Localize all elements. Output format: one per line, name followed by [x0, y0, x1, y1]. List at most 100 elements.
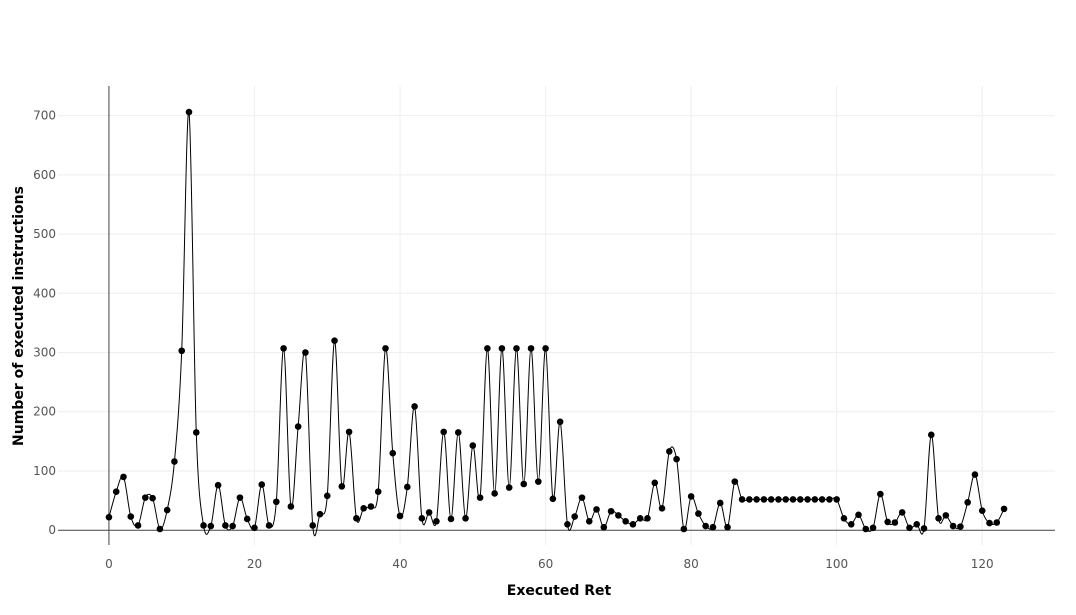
- data-point: [287, 503, 295, 510]
- data-point: [796, 496, 804, 503]
- data-point: [309, 522, 317, 529]
- y-tick-label: 600: [33, 168, 56, 182]
- data-point: [192, 429, 200, 436]
- data-point: [585, 518, 593, 525]
- y-tick-label: 100: [33, 464, 56, 478]
- data-point: [869, 524, 877, 532]
- data-point: [484, 345, 491, 352]
- data-point: [323, 492, 331, 500]
- data-point: [476, 494, 484, 501]
- data-point: [578, 494, 586, 501]
- data-point: [629, 520, 637, 528]
- data-point: [687, 493, 695, 500]
- data-point: [382, 345, 389, 352]
- data-point: [833, 496, 840, 503]
- data-point: [469, 442, 477, 449]
- data-point: [222, 522, 229, 529]
- data-point: [127, 513, 135, 520]
- data-point: [753, 496, 760, 503]
- data-point: [243, 515, 251, 523]
- data-point: [840, 515, 848, 522]
- data-point: [331, 337, 338, 344]
- data-point: [112, 488, 120, 495]
- x-tick-label: 40: [392, 557, 407, 571]
- x-tick-label: 60: [538, 557, 553, 571]
- data-point: [913, 520, 921, 528]
- data-point: [302, 349, 309, 356]
- data-point: [862, 525, 870, 533]
- data-point: [440, 428, 448, 436]
- data-point: [513, 345, 520, 352]
- x-tick-label: 20: [247, 557, 262, 571]
- data-point: [1000, 505, 1008, 513]
- data-point: [294, 423, 302, 430]
- data-point: [433, 518, 440, 525]
- data-point: [120, 473, 127, 481]
- data-point: [651, 479, 659, 487]
- x-tick-label: 0: [105, 557, 113, 571]
- data-point: [826, 496, 833, 503]
- data-point: [134, 522, 142, 529]
- data-point: [927, 431, 935, 439]
- data-point: [622, 518, 629, 525]
- data-point: [571, 513, 578, 520]
- data-point: [673, 455, 680, 463]
- data-point: [636, 515, 644, 522]
- data-point: [855, 511, 862, 519]
- data-point: [695, 510, 702, 517]
- data-point: [731, 478, 739, 485]
- data-point: [935, 515, 942, 522]
- data-point: [724, 523, 731, 531]
- data-point: [454, 429, 462, 436]
- data-point: [316, 510, 324, 518]
- data-point: [171, 458, 178, 465]
- data-point: [782, 496, 790, 503]
- data-point: [418, 515, 426, 522]
- y-axis-title: Number of executed instructions: [11, 186, 27, 446]
- data-points: [105, 108, 1008, 533]
- data-point: [447, 515, 455, 523]
- data-point: [818, 496, 826, 503]
- data-point: [185, 108, 193, 116]
- data-point: [898, 509, 906, 516]
- data-point: [273, 498, 280, 506]
- data-point: [949, 522, 957, 530]
- y-tick-label: 300: [33, 346, 56, 360]
- data-point: [265, 522, 273, 529]
- data-point: [498, 345, 506, 352]
- data-point: [971, 471, 979, 478]
- data-point: [709, 523, 717, 531]
- data-point: [746, 496, 753, 503]
- data-point: [425, 509, 433, 516]
- y-gridlines: [58, 115, 1055, 472]
- y-tick-label: 700: [33, 109, 56, 123]
- x-tick-label: 100: [825, 557, 848, 571]
- data-point: [964, 499, 971, 506]
- x-tick-label: 120: [971, 557, 994, 571]
- data-point: [542, 345, 549, 352]
- data-point: [738, 496, 746, 503]
- data-point: [665, 448, 673, 455]
- data-point: [877, 490, 884, 498]
- data-point: [702, 522, 709, 530]
- data-point: [411, 403, 418, 410]
- data-point: [214, 481, 222, 489]
- data-point: [607, 507, 615, 515]
- data-point: [345, 428, 353, 436]
- data-point: [549, 495, 557, 503]
- data-point: [760, 496, 768, 503]
- y-tick-label: 200: [33, 405, 56, 419]
- data-point: [811, 496, 819, 503]
- data-point: [775, 496, 782, 503]
- data-point: [564, 520, 571, 528]
- data-point: [593, 506, 600, 513]
- data-point: [680, 525, 688, 533]
- data-point: [556, 418, 564, 426]
- data-point: [280, 345, 287, 352]
- data-point: [258, 481, 266, 488]
- data-point: [505, 484, 513, 491]
- data-point: [942, 512, 950, 519]
- data-point: [353, 515, 360, 522]
- data-point: [847, 520, 855, 528]
- data-point: [986, 519, 993, 527]
